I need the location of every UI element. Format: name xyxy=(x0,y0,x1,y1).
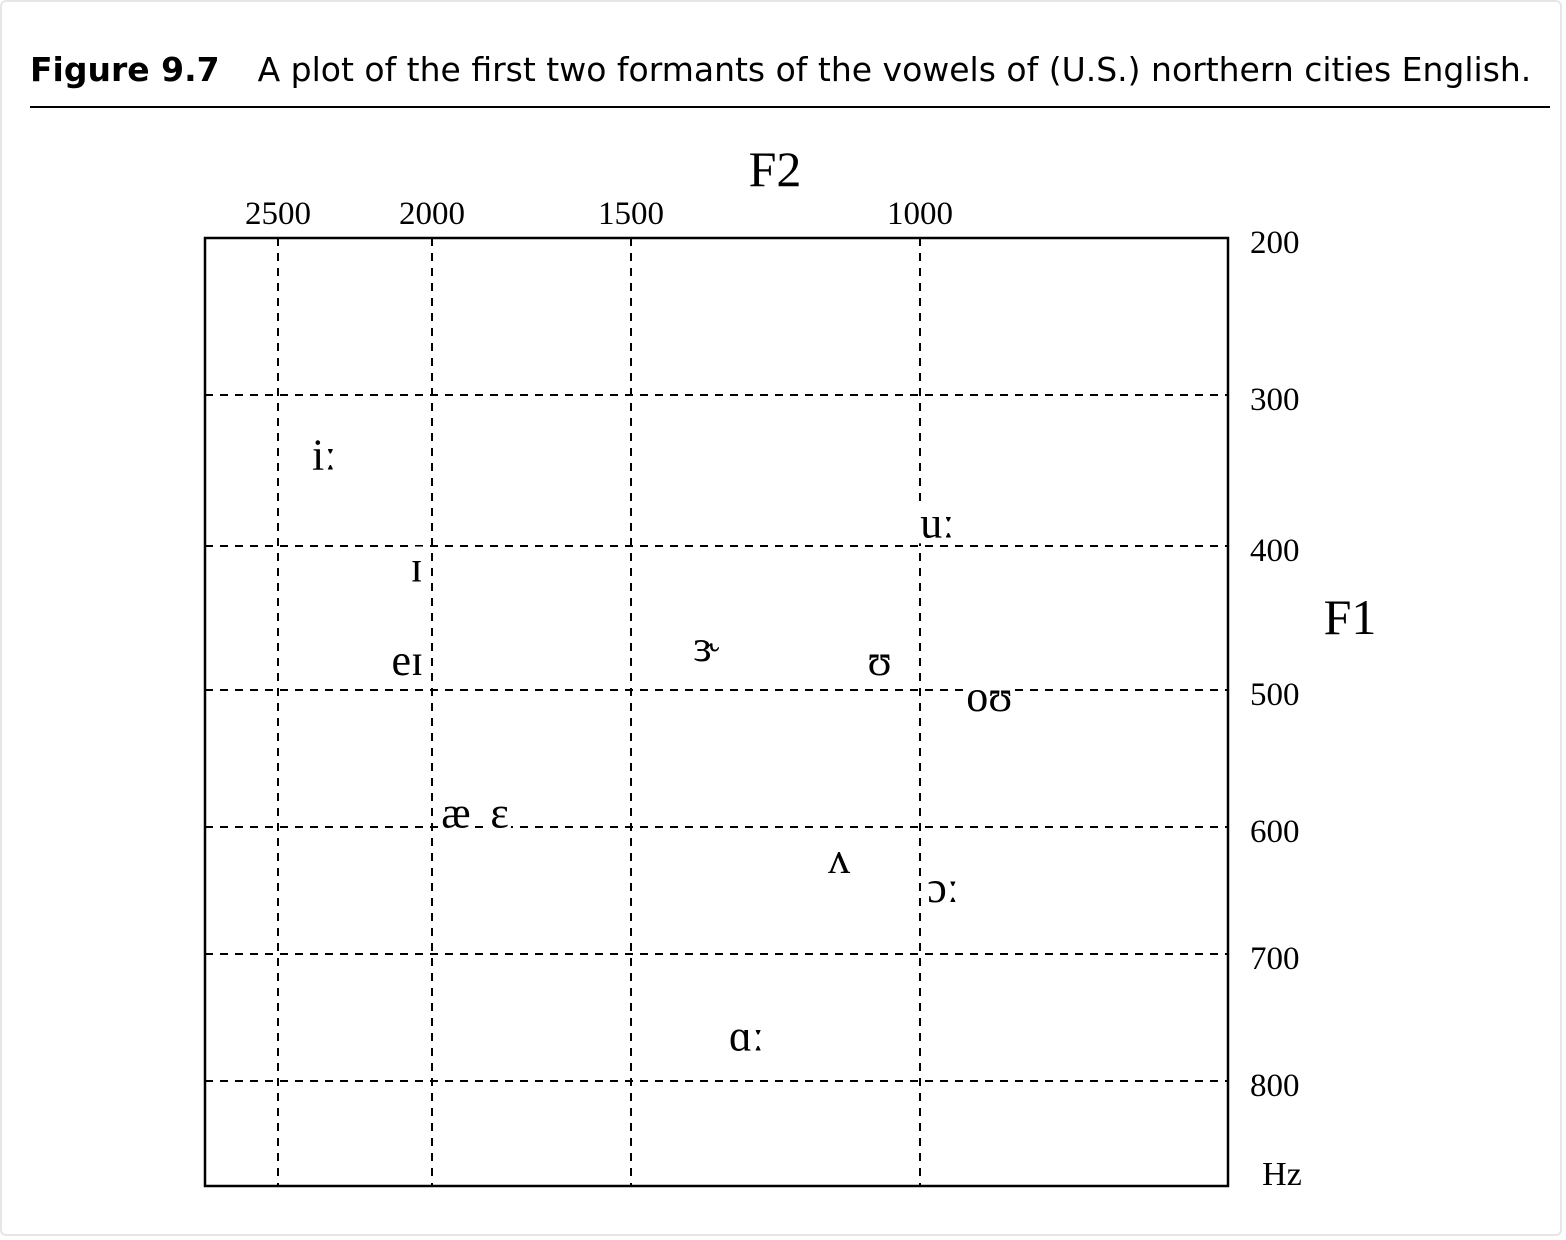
y-tick-label: 500 xyxy=(1250,677,1300,713)
vowel-point: ɪ xyxy=(410,543,422,592)
vowel-points: iː ɪ eɪ æ ɛ ɝ ʊ uː oʊ ʌ ɔː ɑː xyxy=(309,430,1015,1061)
x-tick-label: 1500 xyxy=(598,196,664,232)
x-axis-label: F2 xyxy=(749,141,802,197)
figure-caption-text: A plot of the first two formants of the … xyxy=(257,50,1532,89)
y-tick-label: 800 xyxy=(1250,1068,1300,1104)
y-tick-label: 700 xyxy=(1250,941,1300,977)
x-tick-label: 1000 xyxy=(887,196,953,232)
plot-area xyxy=(203,236,1230,1188)
vowel-point: ɛ xyxy=(490,788,508,837)
figure-caption: Figure 9.7 A plot of the first two forman… xyxy=(30,50,1550,108)
x-tick-labels: 2500 2000 1500 1000 xyxy=(245,196,953,232)
point-label-background xyxy=(964,675,1015,717)
vowel-point: ɔː xyxy=(927,863,959,912)
x-tick-label: 2000 xyxy=(399,196,465,232)
figure-number: Figure 9.7 xyxy=(30,50,220,89)
vowel-point: ʊ xyxy=(867,636,891,685)
y-tick-label: 200 xyxy=(1250,225,1300,261)
x-tick-label: 2500 xyxy=(245,196,311,232)
y-axis-label: F1 xyxy=(1324,589,1377,645)
vowel-point: oʊ xyxy=(966,672,1012,721)
point-label-background xyxy=(726,1015,767,1057)
point-label-background xyxy=(865,640,894,682)
point-label-background xyxy=(389,640,426,682)
point-label-background xyxy=(918,502,957,544)
unit-label: Hz xyxy=(1262,1156,1302,1193)
vowel-point: ʌ xyxy=(828,834,850,883)
vowel-point: ɑː xyxy=(729,1012,764,1061)
vowel-point: iː xyxy=(312,430,336,479)
point-label-background xyxy=(408,546,425,588)
y-tick-labels: 200 300 400 500 600 700 800 xyxy=(1250,225,1300,1104)
point-label-background xyxy=(826,837,853,879)
point-label-background xyxy=(439,792,473,834)
vowel-point: uː xyxy=(920,498,954,547)
point-label-background xyxy=(925,866,962,908)
y-tick-label: 600 xyxy=(1250,814,1300,850)
point-label-background xyxy=(488,792,511,834)
vowel-point: ɝ xyxy=(693,622,719,671)
vowel-point: eɪ xyxy=(391,636,423,685)
vowel-point: æ xyxy=(441,788,470,837)
grid-lines xyxy=(205,238,1228,1186)
point-label-background xyxy=(309,434,339,476)
y-tick-label: 300 xyxy=(1250,382,1300,418)
y-tick-label: 400 xyxy=(1250,533,1300,569)
point-label-background xyxy=(691,625,722,667)
